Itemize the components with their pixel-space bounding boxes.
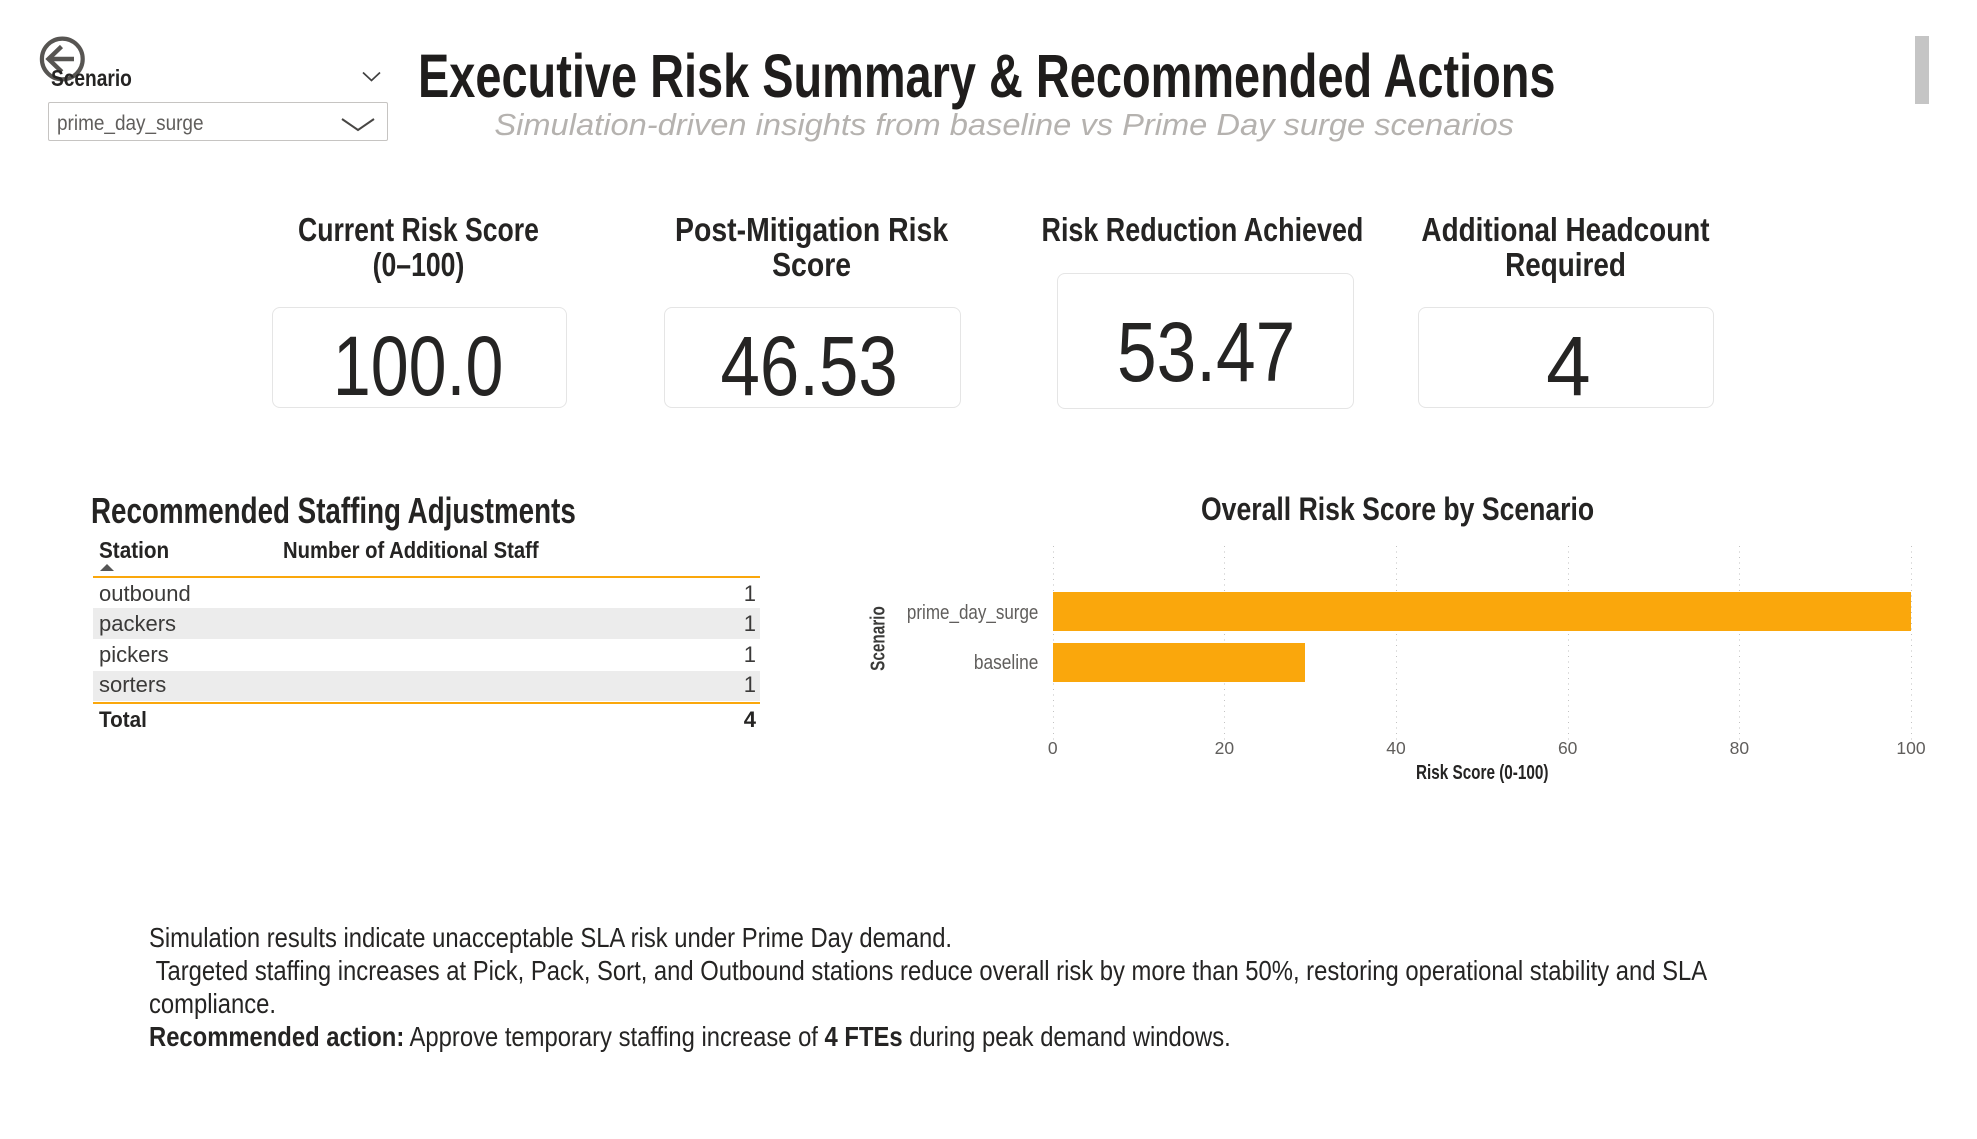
svg-text:Scenario: Scenario — [868, 606, 890, 671]
